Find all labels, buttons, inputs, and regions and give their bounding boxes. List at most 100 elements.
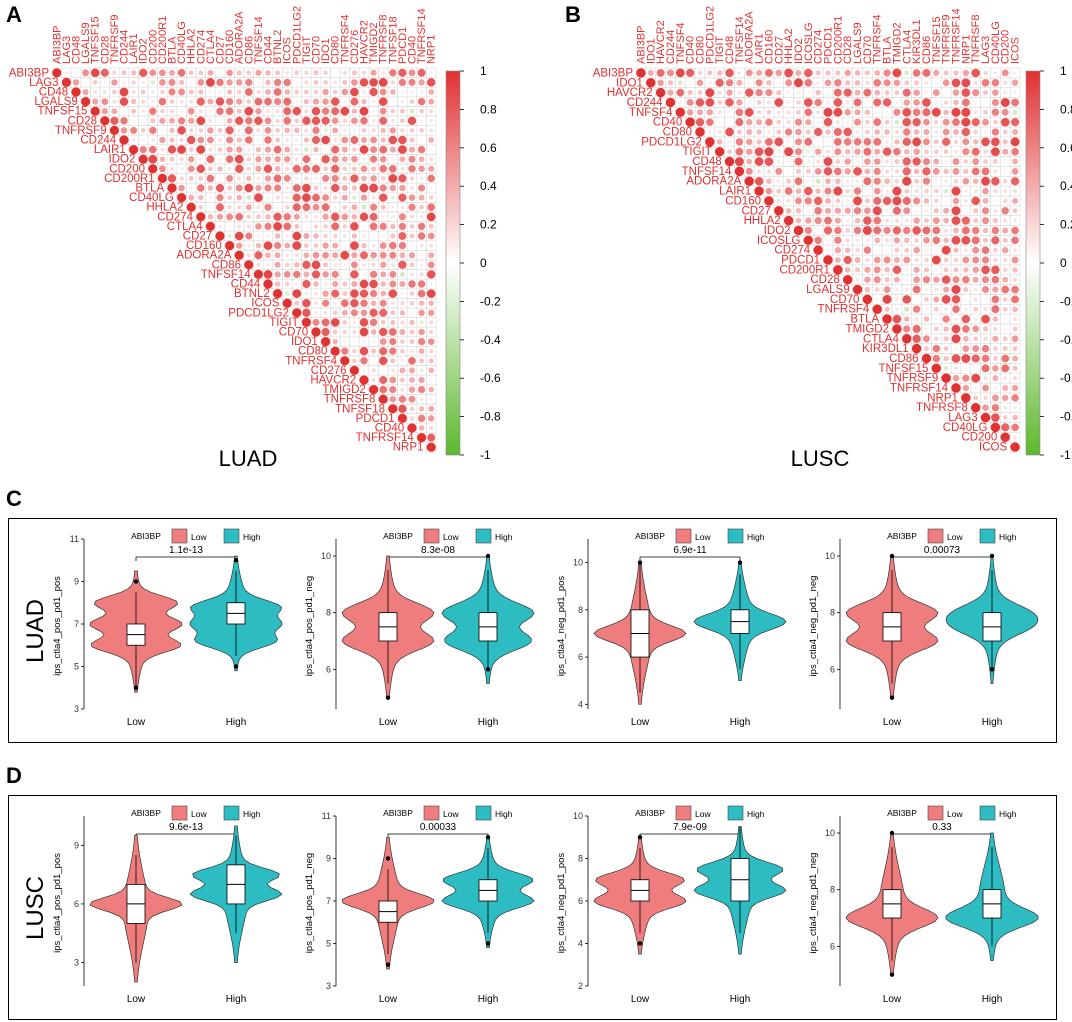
corr-circle — [313, 70, 319, 76]
colorbar-tick-label: 0.4 — [1060, 179, 1072, 193]
corr-circle — [168, 78, 176, 86]
corr-circle — [705, 98, 715, 107]
corr-circle — [993, 208, 998, 213]
corr-circle — [943, 149, 949, 155]
corr-circle — [854, 109, 861, 116]
corr-circle — [717, 130, 722, 134]
corr-circle — [676, 88, 685, 97]
corr-circle — [964, 298, 967, 301]
corr-circle — [913, 246, 920, 254]
corr-circle — [149, 145, 157, 154]
y-tick-label: 5 — [326, 939, 331, 949]
corr-circle — [885, 209, 889, 213]
corr-circle — [168, 88, 176, 96]
corr-circle — [786, 120, 791, 125]
corr-circle — [321, 318, 330, 327]
corr-circle — [409, 367, 415, 374]
corr-circle — [833, 107, 843, 117]
corr-circle — [845, 228, 851, 233]
corr-circle — [904, 306, 910, 312]
corr-circle — [236, 137, 242, 143]
pvalue-label: 1.1e-13 — [169, 545, 203, 556]
corr-circle — [922, 335, 930, 343]
corr-row-label: CD200 — [109, 163, 145, 175]
corr-circle — [149, 126, 157, 135]
corr-circle — [380, 261, 387, 268]
corr-circle — [226, 117, 233, 124]
corr-circle — [964, 189, 968, 193]
corr-circle — [1012, 414, 1018, 421]
corr-circle — [255, 108, 262, 115]
corr-circle — [159, 156, 166, 163]
corr-circle — [675, 107, 686, 118]
corr-circle — [322, 213, 329, 220]
corr-circle — [314, 215, 318, 219]
corr-circle — [863, 177, 872, 186]
corr-col-label: CD28 — [842, 36, 854, 64]
corr-circle — [1000, 98, 1010, 107]
corr-circle — [787, 160, 790, 163]
corr-circle — [254, 97, 263, 106]
corr-circle — [130, 98, 137, 105]
corr-circle — [884, 267, 890, 273]
corr-row-label: LAIR1 — [719, 186, 751, 198]
corr-circle — [361, 242, 367, 249]
corr-circle — [834, 226, 842, 235]
corr-circle — [804, 68, 813, 78]
corr-circle — [333, 195, 338, 200]
corr-circle — [111, 108, 118, 115]
corr-circle — [1002, 178, 1008, 184]
corr-circle — [332, 89, 338, 95]
corr-circle — [426, 442, 436, 452]
corr-circle — [196, 212, 206, 222]
corr-circle — [894, 178, 900, 184]
corr-circle — [954, 347, 958, 351]
corr-circle — [362, 272, 366, 276]
corr-circle — [285, 166, 290, 171]
legend-label: High — [999, 532, 1017, 542]
corr-col-label: TNFRSF8 — [970, 15, 982, 65]
corr-circle — [971, 118, 980, 127]
corr-circle — [1003, 267, 1008, 273]
corr-circle — [941, 245, 951, 255]
corr-circle — [1012, 277, 1018, 282]
corr-circle — [786, 178, 792, 184]
corr-row-label: CD80 — [298, 346, 327, 358]
corr-circle — [973, 80, 978, 85]
corr-circle — [824, 187, 832, 195]
corr-circle — [983, 90, 989, 96]
corr-circle — [410, 90, 414, 94]
outlier-point — [989, 553, 995, 559]
corr-circle — [408, 146, 416, 153]
corr-row-label: CD40LG — [943, 422, 988, 434]
corr-circle — [803, 235, 814, 246]
corr-col-label: LGALS9 — [80, 22, 92, 64]
corr-circle — [961, 117, 971, 127]
corr-circle — [904, 218, 909, 223]
corr-circle — [961, 314, 971, 324]
corr-circle — [235, 212, 244, 221]
corr-circle — [227, 195, 233, 201]
corr-circle — [388, 289, 398, 298]
corr-circle — [833, 137, 842, 146]
corr-circle — [825, 70, 831, 76]
corr-circle — [1011, 79, 1019, 86]
corr-col-label: ABI3BP — [635, 25, 647, 64]
corr-col-label: CD44 — [263, 36, 275, 64]
corr-circle — [399, 310, 406, 316]
corr-circle — [823, 117, 833, 127]
corr-circle — [265, 156, 271, 163]
corr-circle — [119, 135, 129, 145]
corr-circle — [343, 340, 347, 343]
corr-circle — [351, 213, 358, 220]
corr-circle — [893, 257, 900, 263]
corr-row-label: CD28 — [810, 274, 839, 286]
corr-circle — [121, 70, 127, 76]
corr-circle — [834, 79, 842, 87]
corr-circle — [218, 90, 222, 94]
corr-circle — [942, 79, 950, 87]
corr-circle — [1003, 405, 1008, 410]
corr-circle — [342, 166, 348, 172]
legend-swatch — [223, 528, 240, 544]
corr-circle — [904, 70, 910, 76]
